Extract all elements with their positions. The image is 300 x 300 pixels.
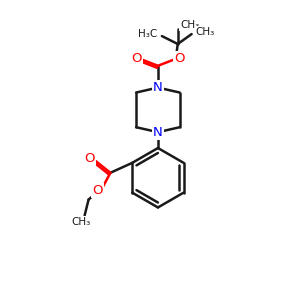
Text: H₃C: H₃C (138, 29, 158, 39)
Text: O: O (131, 52, 141, 65)
Text: O: O (175, 52, 185, 65)
Text: N: N (153, 81, 163, 94)
Text: O: O (84, 152, 95, 165)
Text: O: O (92, 184, 103, 197)
Text: CH₃: CH₃ (71, 217, 90, 227)
Text: CH₃: CH₃ (180, 20, 199, 30)
Text: N: N (153, 126, 163, 139)
Text: CH₃: CH₃ (196, 27, 215, 37)
